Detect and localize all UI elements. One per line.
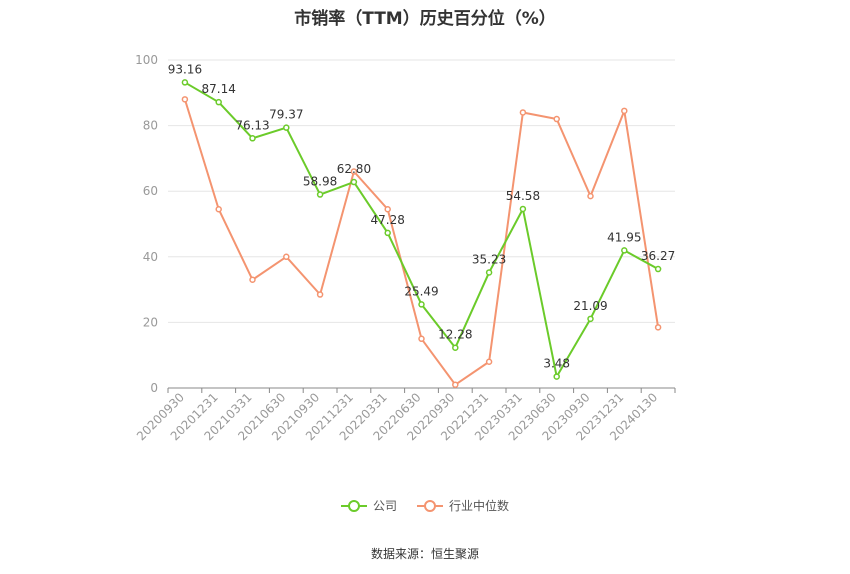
data-label: 76.13 <box>235 118 269 132</box>
data-point <box>553 115 560 123</box>
legend-item-industry-median[interactable]: 行业中位数 <box>417 497 509 514</box>
data-point <box>654 324 662 331</box>
data-label: 47.28 <box>371 213 405 227</box>
legend-item-company[interactable]: 公司 <box>340 497 397 514</box>
data-point <box>384 205 391 213</box>
data-point <box>485 269 493 276</box>
data-point <box>181 79 189 86</box>
data-point <box>350 178 358 186</box>
y-tick-label: 20 <box>143 315 158 329</box>
y-tick-label: 80 <box>143 119 158 133</box>
data-point <box>181 96 189 103</box>
data-point <box>215 205 222 213</box>
data-label: 36.27 <box>641 249 675 263</box>
y-tick-label: 0 <box>150 381 158 395</box>
data-point <box>283 124 290 131</box>
data-label: 87.14 <box>202 82 236 96</box>
data-point <box>587 315 594 323</box>
data-label: 41.95 <box>607 230 641 244</box>
data-label: 79.37 <box>269 108 303 122</box>
data-point <box>587 192 594 200</box>
series-lines <box>181 79 662 388</box>
data-label: 12.28 <box>438 328 472 342</box>
data-point <box>485 358 493 366</box>
data-point <box>418 301 425 308</box>
legend-line-icon <box>417 499 443 513</box>
data-point <box>249 135 256 142</box>
data-point <box>249 276 256 284</box>
y-tick-label: 60 <box>143 184 158 198</box>
data-label: 58.98 <box>303 175 337 189</box>
data-label: 25.49 <box>404 284 438 298</box>
data-label: 35.23 <box>472 252 506 266</box>
data-point <box>316 291 324 298</box>
data-point <box>519 205 527 213</box>
data-point <box>553 373 560 380</box>
data-label: 93.16 <box>168 62 202 76</box>
y-tick-label: 40 <box>143 250 158 264</box>
data-point <box>519 109 527 116</box>
data-label: 21.09 <box>573 299 607 313</box>
y-tick-label: 100 <box>135 53 158 67</box>
data-point <box>621 107 628 115</box>
legend-label-industry-median: 行业中位数 <box>449 499 510 513</box>
data-label: 62.80 <box>337 162 371 176</box>
data-point <box>283 253 290 261</box>
chart-title: 市销率（TTM）历史百分位（%） <box>294 9 556 29</box>
data-label: 3.48 <box>543 357 570 371</box>
data-point <box>316 191 324 198</box>
grid-lines <box>168 59 675 323</box>
legend-label-company: 公司 <box>372 499 397 513</box>
axes: 0204060801002020093020201231202103312021… <box>134 53 676 443</box>
data-point <box>384 229 391 237</box>
legend: 公司 行业中位数 <box>0 497 850 514</box>
data-label: 54.58 <box>506 189 540 203</box>
data-point <box>452 344 459 351</box>
data-point <box>621 247 628 254</box>
data-point <box>418 335 425 343</box>
data-point <box>215 98 222 106</box>
data-point <box>654 265 662 273</box>
data-point <box>452 381 459 388</box>
legend-line-icon <box>340 499 367 513</box>
data-point <box>350 168 358 175</box>
data-source: 数据来源：恒生聚源 <box>370 547 479 561</box>
